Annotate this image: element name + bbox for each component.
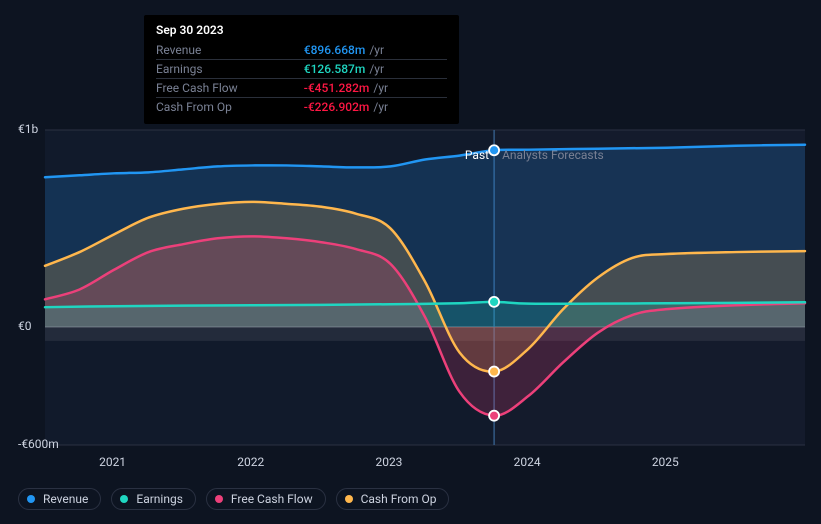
x-axis-tick: 2025 bbox=[652, 455, 679, 469]
tooltip-date: Sep 30 2023 bbox=[156, 23, 447, 37]
tooltip-row-label: Earnings bbox=[156, 60, 284, 79]
legend-item-earnings[interactable]: Earnings bbox=[111, 488, 196, 510]
y-axis-tick: €1b bbox=[18, 122, 38, 136]
y-axis-tick: -€600m bbox=[18, 437, 59, 451]
legend: Revenue Earnings Free Cash Flow Cash From O… bbox=[18, 488, 449, 510]
tooltip-row-label: Cash From Op bbox=[156, 98, 284, 117]
legend-dot-icon bbox=[215, 495, 223, 503]
tooltip-row-value: €126.587m/yr bbox=[284, 60, 447, 79]
x-axis-tick: 2023 bbox=[375, 455, 402, 469]
tooltip-row-label: Free Cash Flow bbox=[156, 79, 284, 98]
x-axis-tick: 2024 bbox=[514, 455, 541, 469]
legend-dot-icon bbox=[345, 495, 353, 503]
legend-label: Cash From Op bbox=[361, 492, 437, 506]
tooltip-row-label: Revenue bbox=[156, 41, 284, 60]
legend-item-revenue[interactable]: Revenue bbox=[18, 488, 101, 510]
x-axis-tick: 2021 bbox=[99, 455, 126, 469]
y-axis-tick: €0 bbox=[18, 319, 32, 333]
financials-chart: €1b €0 -€600m 2021 2022 2023 2024 2025 Past An… bbox=[0, 0, 821, 524]
legend-dot-icon bbox=[27, 495, 35, 503]
forecast-section-label: Analysts Forecasts bbox=[502, 148, 604, 162]
x-axis-tick: 2022 bbox=[237, 455, 264, 469]
legend-label: Free Cash Flow bbox=[231, 492, 313, 506]
legend-item-free-cash-flow[interactable]: Free Cash Flow bbox=[206, 488, 326, 510]
tooltip-row-value: -€451.282m/yr bbox=[284, 79, 447, 98]
legend-label: Revenue bbox=[43, 492, 88, 506]
legend-label: Earnings bbox=[136, 492, 183, 506]
past-section-label: Past bbox=[444, 148, 489, 162]
legend-dot-icon bbox=[120, 495, 128, 503]
legend-item-cash-from-op[interactable]: Cash From Op bbox=[336, 488, 450, 510]
tooltip-row-value: €896.668m/yr bbox=[284, 41, 447, 60]
data-tooltip: Sep 30 2023 Revenue€896.668m/yrEarnings€… bbox=[144, 15, 459, 124]
tooltip-row-value: -€226.902m/yr bbox=[284, 98, 447, 117]
